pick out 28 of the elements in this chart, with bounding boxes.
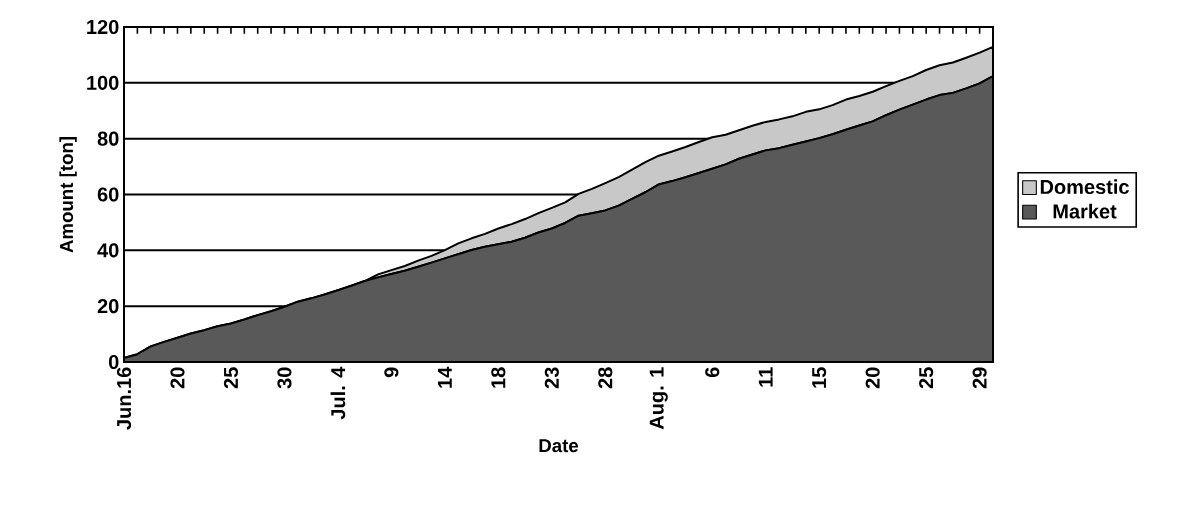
legend-label: Market [1053, 203, 1117, 219]
y-tick-label: 60 [97, 187, 119, 202]
x-tick-label: 15 [812, 367, 827, 388]
x-tick-label: 18 [491, 367, 506, 388]
x-tick-label: Jun.16 [116, 367, 132, 430]
x-tick-label: Jul. 4 [330, 366, 346, 420]
y-tick-label: 40 [97, 243, 119, 258]
x-tick-label: 11 [758, 367, 773, 387]
y-tick-label: 20 [97, 299, 119, 314]
x-tick-label: 25 [223, 367, 239, 389]
x-tick-label: 23 [544, 367, 559, 389]
legend-label: Domestic [1040, 179, 1129, 195]
x-tick-label: 25 [919, 367, 934, 389]
x-tick-label: 28 [598, 367, 613, 389]
y-tick-label: 120 [87, 19, 119, 35]
x-tick-label: 30 [277, 367, 292, 389]
x-tick-label: 20 [170, 367, 185, 389]
x-tick-label: 14 [437, 366, 452, 388]
x-tick-label: 29 [972, 367, 987, 389]
x-tick-label: 6 [705, 367, 720, 378]
x-tick-label: Aug. 1 [649, 367, 668, 430]
x-tick-label: 20 [865, 367, 880, 389]
y-tick-label: 80 [97, 131, 119, 146]
y-axis-title: Amount [ton] [59, 136, 77, 253]
x-tick-label: 9 [384, 367, 399, 378]
x-axis-title: Date [539, 439, 579, 453]
y-tick-label: 100 [87, 75, 119, 90]
y-tick-label: 0 [108, 354, 119, 370]
